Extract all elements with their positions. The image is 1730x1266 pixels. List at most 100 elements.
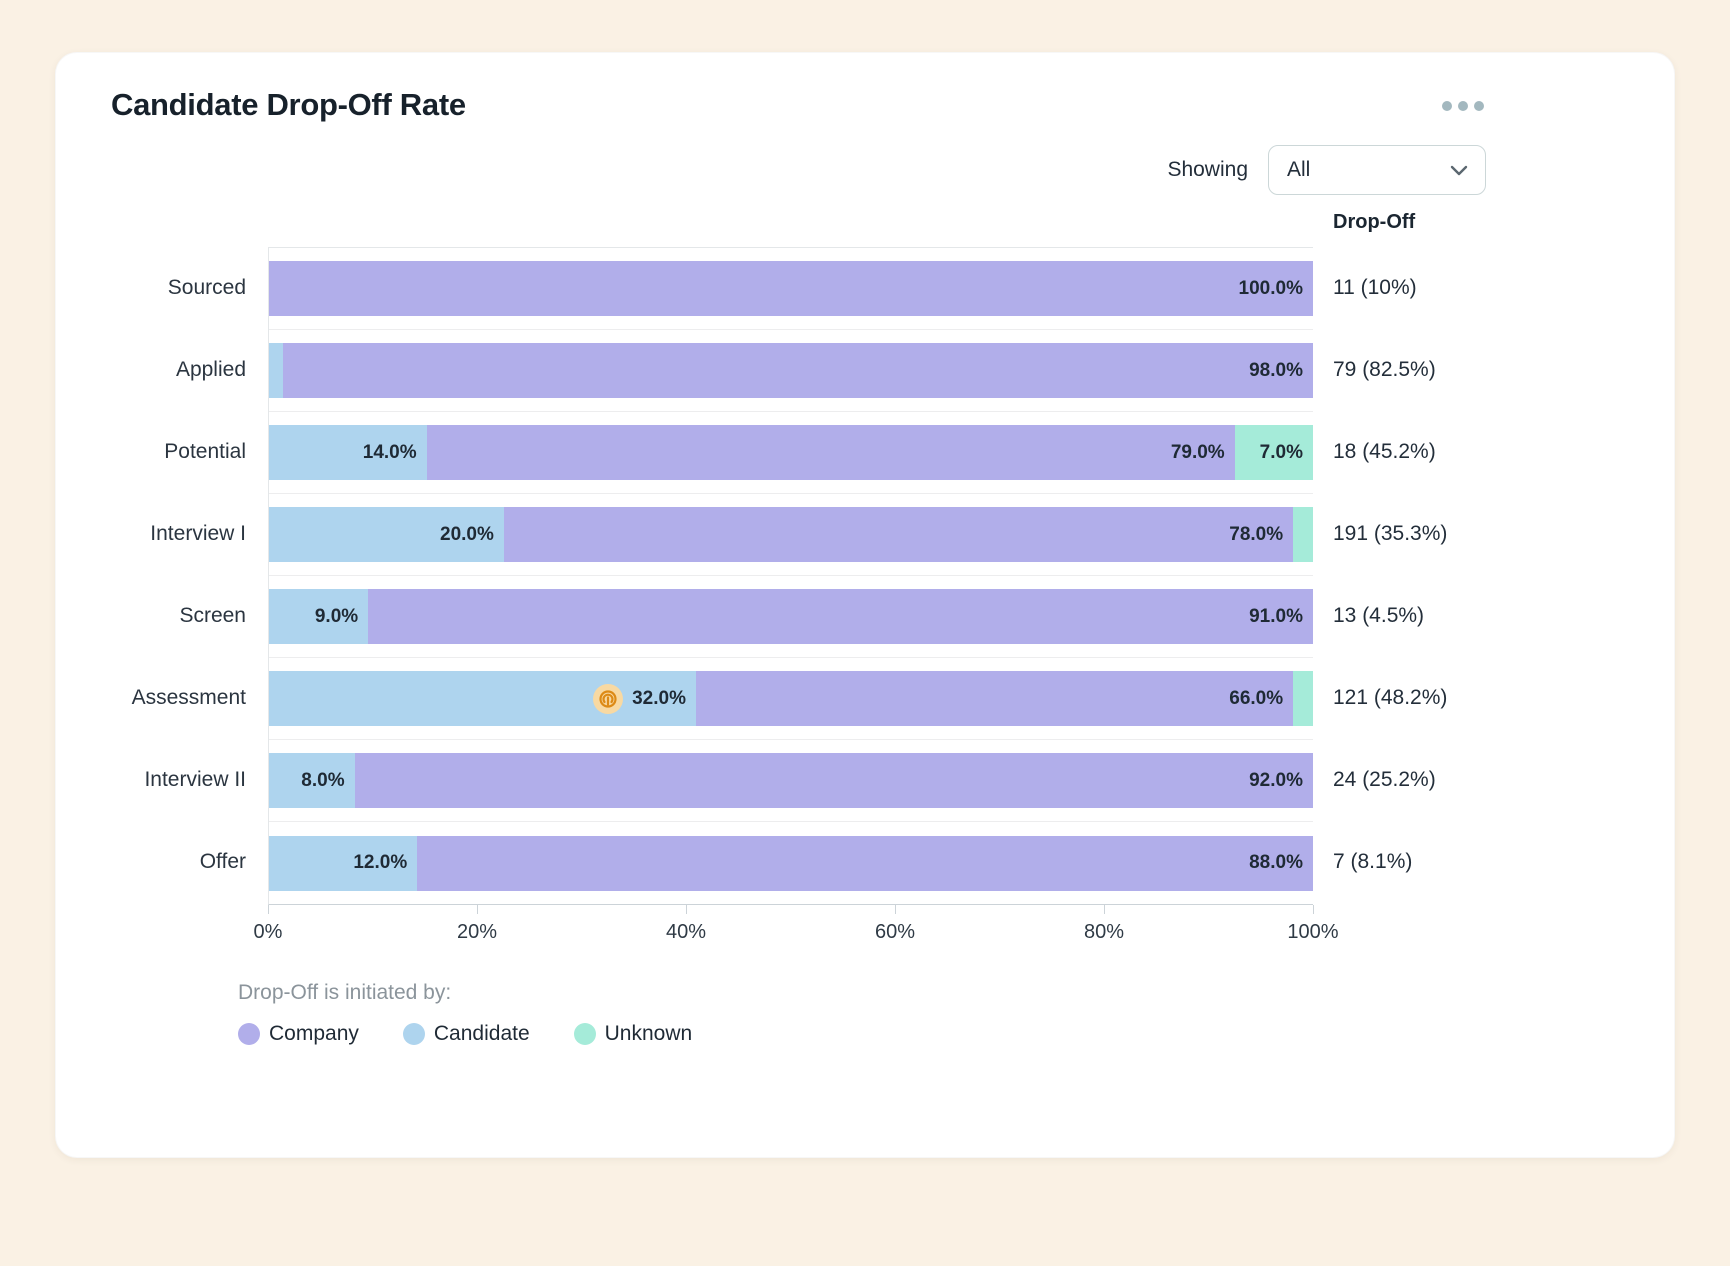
drop-off-column-header: Drop-Off: [1333, 211, 1416, 233]
bar-row: 9.0% 91.0%: [269, 576, 1313, 658]
segment-value-label: 12.0%: [353, 852, 408, 873]
candidate-segment[interactable]: 14.0%: [269, 425, 427, 480]
drop-off-value: 79 (82.5%): [1333, 358, 1436, 381]
showing-filter-select[interactable]: All: [1268, 145, 1486, 195]
axis-tick: [1313, 905, 1314, 914]
stage-label: Applied: [175, 358, 246, 381]
ellipsis-menu-button[interactable]: [1442, 101, 1484, 111]
bar-row: 100.0%: [269, 248, 1313, 330]
legend-item-unknown[interactable]: Unknown: [573, 1022, 693, 1046]
candidate-segment[interactable]: [269, 343, 283, 398]
stage-label: Sourced: [167, 276, 246, 299]
stacked-bar: 98.0%: [269, 343, 1313, 398]
card-header: Candidate Drop-Off Rate: [86, 87, 1644, 123]
unknown-segment[interactable]: 7.0%: [1234, 425, 1313, 480]
drop-off-value: 24 (25.2%): [1333, 768, 1436, 791]
axis-tick-label: 0%: [253, 921, 283, 943]
candidate-segment[interactable]: 20.0%: [269, 507, 504, 562]
segment-value-label: 79.0%: [1170, 441, 1225, 463]
axis-tick-label: 80%: [1083, 921, 1125, 943]
ellipsis-icon: [1458, 101, 1468, 111]
candidate-color-dot-icon: [402, 1023, 425, 1045]
stacked-bar: 9.0% 91.0%: [269, 589, 1313, 644]
company-segment[interactable]: 91.0%: [368, 589, 1313, 644]
table-header-row: Drop-Off: [86, 211, 1644, 234]
legend-item-company[interactable]: Company: [238, 1022, 359, 1046]
stage-label: Screen: [179, 604, 246, 627]
legend-item-label: Candidate: [433, 1022, 530, 1045]
candidate-segment[interactable]: 9.0%: [269, 589, 369, 644]
axis-tick: [1104, 905, 1105, 914]
segment-value-label: 32.0%: [632, 687, 686, 709]
stacked-bar: 8.0% 92.0%: [269, 753, 1313, 808]
axis-tick-label: 60%: [874, 921, 916, 943]
drop-off-values-column: 11 (10%) 79 (82.5%) 18 (45.2%) 191 (35.3%) 1…: [1313, 247, 1644, 905]
legend-item-label: Company: [269, 1022, 359, 1045]
drop-off-value: 7 (8.1%): [1333, 850, 1413, 873]
segment-value-label: 66.0%: [1229, 687, 1284, 709]
axis-tick-label: 20%: [456, 921, 498, 943]
company-segment[interactable]: 79.0%: [426, 425, 1235, 480]
company-segment[interactable]: 92.0%: [354, 753, 1313, 808]
stacked-bar: 100.0%: [269, 261, 1313, 316]
unknown-segment[interactable]: [1293, 507, 1313, 562]
legend-item-label: Unknown: [604, 1022, 693, 1045]
company-segment[interactable]: 98.0%: [282, 343, 1313, 398]
stacked-bar: 32.0% 66.0%: [269, 671, 1313, 726]
unknown-segment[interactable]: [1293, 671, 1313, 726]
stage-label: Interview I: [150, 522, 246, 545]
drop-off-value: 191 (35.3%): [1333, 522, 1448, 545]
x-axis: 0% 20% 40% 60% 80% 100%: [254, 905, 1339, 951]
legend-title: Drop-Off is initiated by:: [238, 981, 452, 1004]
segment-value-label: 7.0%: [1259, 441, 1303, 463]
company-segment[interactable]: 66.0%: [695, 671, 1294, 726]
company-segment[interactable]: 100.0%: [269, 261, 1313, 316]
legend-items: Company Candidate Unknown: [238, 1022, 1644, 1046]
showing-filter-value: All: [1287, 158, 1311, 181]
candidate-segment[interactable]: 12.0%: [269, 835, 418, 891]
bar-row: 98.0%: [269, 330, 1313, 412]
axis-tick: [477, 905, 478, 914]
chevron-down-icon: [1450, 165, 1468, 175]
axis-tick-label: 40%: [665, 921, 707, 943]
stage-label: Assessment: [131, 686, 246, 709]
drop-off-value: 121 (48.2%): [1333, 686, 1448, 709]
segment-value-label: 91.0%: [1249, 605, 1303, 627]
stacked-bar: 14.0% 79.0% 7.0%: [269, 425, 1313, 480]
segment-value-label: 8.0%: [301, 769, 345, 791]
segment-value-label: 14.0%: [362, 441, 417, 463]
axis-tick: [686, 905, 687, 914]
segment-value-label: 98.0%: [1249, 359, 1303, 381]
candidate-segment[interactable]: 32.0%: [269, 671, 696, 726]
stacked-bar-chart: Sourced Applied Potential Interview I Screen…: [86, 247, 1644, 905]
stacked-bar: 12.0% 88.0%: [269, 835, 1313, 891]
stage-label: Offer: [199, 850, 246, 873]
bar-row: 12.0% 88.0%: [269, 822, 1313, 904]
candidate-segment[interactable]: 8.0%: [269, 753, 355, 808]
filter-controls: Showing All: [86, 145, 1644, 195]
unknown-color-dot-icon: [573, 1023, 596, 1045]
bar-row: 32.0% 66.0%: [269, 658, 1313, 740]
company-segment[interactable]: 88.0%: [417, 835, 1313, 891]
axis-tick: [268, 905, 269, 914]
stage-labels-column: Sourced Applied Potential Interview I Screen…: [86, 247, 268, 905]
candidate-drop-off-card: Candidate Drop-Off Rate Showing All Drop…: [55, 52, 1675, 1158]
legend-item-candidate[interactable]: Candidate: [402, 1022, 530, 1046]
segment-value-label: 100.0%: [1238, 277, 1303, 299]
drop-off-value: 11 (10%): [1333, 276, 1417, 299]
plot-area: 100.0% 98.0% 14.0% 79.0% 7.0% 20.0% 78.0% 9.0% 9…: [268, 247, 1313, 905]
bar-row: 20.0% 78.0%: [269, 494, 1313, 576]
showing-label: Showing: [1167, 158, 1248, 181]
page-title: Candidate Drop-Off Rate: [111, 87, 466, 122]
company-segment[interactable]: 78.0%: [503, 507, 1294, 562]
axis-tick-label: 100%: [1287, 921, 1339, 943]
drop-off-value: 18 (45.2%): [1333, 440, 1436, 463]
legend: Drop-Off is initiated by: Company Candida…: [238, 981, 1644, 1046]
segment-value-label: 78.0%: [1229, 523, 1284, 545]
ellipsis-icon: [1474, 101, 1484, 111]
assessment-marker-icon[interactable]: [593, 683, 624, 714]
stacked-bar: 20.0% 78.0%: [269, 507, 1313, 562]
axis-tick: [895, 905, 896, 914]
segment-value-label: 20.0%: [440, 523, 494, 545]
drop-off-value: 13 (4.5%): [1333, 604, 1425, 627]
